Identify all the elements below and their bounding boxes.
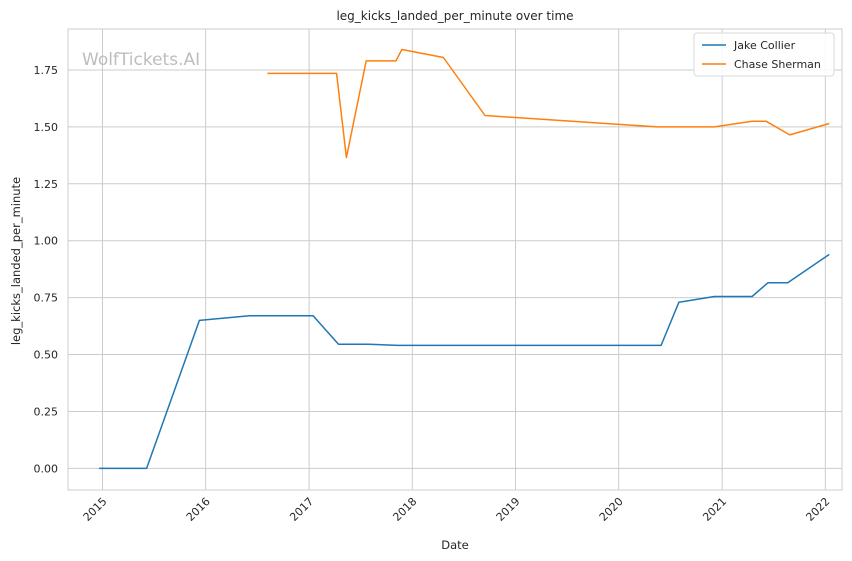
plot-area-frame: [67, 28, 843, 491]
legend: Jake Collier Chase Sherman: [693, 32, 835, 77]
y-tick-label: 0.75: [34, 292, 59, 305]
y-tick-label: 1.00: [34, 235, 59, 248]
y-tick-label: 1.75: [34, 64, 59, 77]
grid-lines: [68, 29, 842, 490]
y-axis-title: leg_kicks_landed_per_minute: [9, 177, 23, 345]
y-tick-label: 1.25: [34, 178, 59, 191]
y-tick-label: 0.50: [34, 349, 59, 362]
chart-title: leg_kicks_landed_per_minute over time: [336, 9, 573, 23]
x-axis-title: Date: [441, 538, 469, 552]
watermark-text: WolfTickets.AI: [82, 50, 200, 70]
y-tick-label: 0.00: [34, 462, 59, 475]
legend-box: [693, 32, 835, 77]
y-tick-label: 1.50: [34, 121, 59, 134]
y-axis-ticks: 0.00 0.25 0.50 0.75 1.00 1.25 1.50 1.75: [34, 64, 59, 475]
y-tick-label: 0.25: [34, 405, 59, 418]
legend-label-chase-sherman: Chase Sherman: [734, 58, 821, 71]
series-lines: [99, 48, 830, 470]
legend-label-jake-collier: Jake Collier: [733, 39, 796, 52]
series-line-jake-collier: [99, 253, 830, 470]
series-line-chase-sherman: [267, 48, 830, 159]
